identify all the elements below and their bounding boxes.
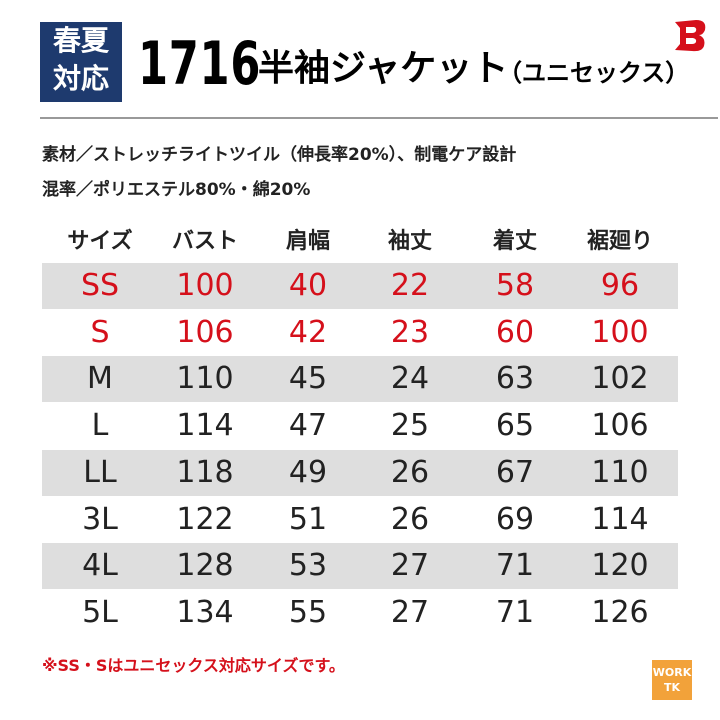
table-cell: 40 [288,268,328,303]
spec-line: 混率／ポリエステル80%・綿20% [42,180,311,200]
product-title: 半袖ジャケット [258,48,509,89]
table-cell: 122 [176,501,234,537]
table-cell: 25 [390,408,430,444]
table-cell: 51 [288,501,328,537]
table-cell: 96 [600,268,640,303]
table-cell: 裾廻り [586,229,653,254]
table-cell: 114 [176,408,234,444]
table-cell: 71 [495,548,535,584]
table-cell: 23 [390,314,430,350]
table-row: L 114 47 25 65 106 [42,403,678,449]
table-cell: 着丈 [492,229,537,254]
table-cell: 58 [495,268,535,303]
table-cell: 26 [390,454,430,490]
table-cell: 118 [176,454,234,490]
table-row: 4L 128 53 27 71 120 [42,543,678,590]
table-cell: 27 [390,548,430,584]
shop-logo: WORK TK [652,660,692,700]
brand-logo [675,20,706,52]
table-row: S 106 42 23 60 100 [42,310,678,356]
table-cell: 肩幅 [285,229,330,254]
table-cell: LL [83,454,117,490]
table-cell: 67 [495,454,535,490]
footnote: ※SS・Sはユニセックス対応サイズです。 [42,656,345,675]
table-cell: 106 [176,314,234,350]
table-cell: SS [80,268,120,303]
table-cell: 22 [390,268,430,303]
table-cell: 126 [591,594,649,630]
table-cell: 63 [495,361,535,397]
table-row: サイズ バスト 肩幅 袖丈 着丈 裾廻り [42,219,678,265]
table-cell: 47 [288,408,328,444]
table-cell: 65 [495,408,535,444]
table-cell: 102 [591,361,649,397]
table-cell: 134 [176,594,234,630]
table-row: M 110 45 24 63 102 [42,356,678,403]
badge-line: 対応 [52,62,109,95]
season-badge: 春夏 対応 [40,22,122,102]
table-cell: S [90,314,110,350]
table-cell: 110 [176,361,234,397]
logo-text: TK [663,681,681,694]
table-cell: 120 [591,548,649,584]
table-row: 3L 122 51 26 69 114 [42,497,678,543]
table-cell: M [87,361,113,397]
table-cell: 45 [288,361,328,397]
table-cell: 106 [591,408,649,444]
divider [40,117,718,119]
badge-line: 春夏 [52,24,109,57]
table-row: LL 118 49 26 67 110 [42,449,678,496]
table-cell: 49 [288,454,328,490]
table-cell: 3L [82,501,118,537]
table-cell: 袖丈 [387,229,432,254]
table-cell: 100 [591,314,649,350]
spec-line: 素材／ストレッチライトツイル（伸長率20%）、制電ケア設計 [42,145,517,165]
model-number: 1716 [138,29,262,99]
table-cell: 60 [495,314,535,350]
table-cell: 110 [591,454,649,490]
table-cell: 114 [591,501,649,537]
table-cell: バスト [171,229,238,254]
table-cell: 128 [176,548,234,584]
product-subtitle: （ユニセックス） [498,59,690,87]
table-cell: 53 [288,548,328,584]
table-cell: 5L [82,594,118,630]
table-cell: 4L [82,548,118,584]
table-cell: L [91,408,109,444]
table-cell: 100 [176,268,234,303]
table-cell: 69 [495,501,535,537]
table-cell: 26 [390,501,430,537]
table-cell: サイズ [67,229,133,254]
table-cell: 55 [288,594,328,630]
table-row: SS 100 40 22 58 96 [42,263,678,309]
table-cell: 42 [288,314,328,350]
table-row: 5L 134 55 27 71 126 [42,590,678,636]
table-cell: 24 [390,361,430,397]
table-cell: 27 [390,594,430,630]
logo-text: WORK [652,666,692,679]
table-cell: 71 [495,594,535,630]
